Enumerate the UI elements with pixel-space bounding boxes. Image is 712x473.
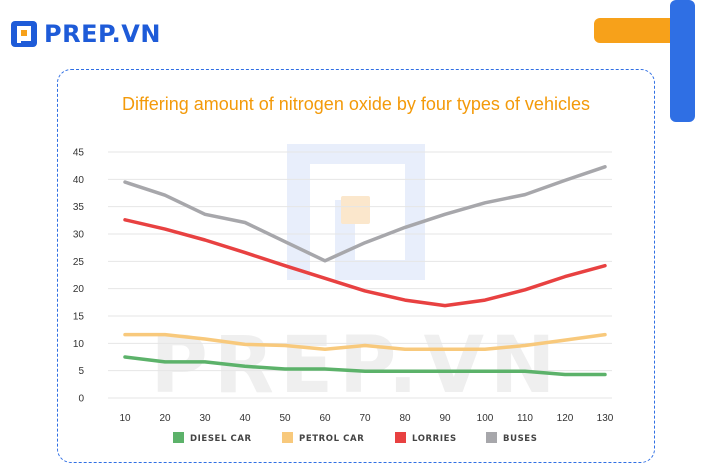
legend-swatch	[486, 432, 497, 443]
y-tick-label: 20	[73, 284, 85, 295]
chart-title: Differing amount of nitrogen oxide by fo…	[122, 94, 590, 114]
watermark: PREP.VN	[151, 144, 562, 411]
x-tick-label: 10	[119, 413, 131, 424]
x-tick-label: 100	[477, 413, 494, 424]
legend-swatch	[395, 432, 406, 443]
y-tick-label: 30	[73, 230, 85, 241]
x-tick-label: 70	[359, 413, 371, 424]
y-tick-label: 45	[73, 148, 85, 159]
legend-swatch	[173, 432, 184, 443]
series-line	[123, 165, 607, 263]
chart-card	[57, 69, 655, 463]
x-tick-label: 80	[399, 413, 411, 424]
y-tick-label: 10	[73, 339, 85, 350]
legend-label: BUSES	[503, 434, 537, 444]
y-tick-label: 35	[73, 202, 85, 213]
x-tick-label: 60	[319, 413, 331, 424]
x-tick-label: 90	[439, 413, 451, 424]
x-tick-label: 40	[239, 413, 251, 424]
watermark-logo-icon	[287, 144, 425, 280]
series-line	[123, 218, 607, 308]
brand-logo-area: PREP.VN	[10, 20, 161, 48]
x-tick-label: 130	[597, 413, 614, 424]
prep-logo-icon	[11, 21, 37, 47]
corner-decoration-icon	[594, 0, 695, 122]
x-tick-label: 120	[557, 413, 574, 424]
y-tick-label: 0	[78, 394, 84, 405]
x-tick-label: 50	[279, 413, 291, 424]
y-tick-label: 5	[78, 366, 84, 377]
series-line	[123, 355, 607, 377]
x-tick-label: 20	[159, 413, 171, 424]
legend-label: DIESEL CAR	[190, 434, 252, 444]
x-tick-label: 110	[517, 413, 533, 424]
legend-swatch	[282, 432, 293, 443]
y-tick-label: 15	[73, 312, 85, 323]
y-tick-label: 25	[73, 257, 85, 268]
legend-label: PETROL CAR	[299, 434, 364, 444]
legend-label: LORRIES	[412, 434, 457, 444]
x-tick-label: 30	[199, 413, 211, 424]
series-line	[123, 332, 607, 352]
brand-name: PREP.VN	[44, 20, 161, 48]
watermark-logo-dot	[341, 196, 370, 224]
y-tick-label: 40	[73, 175, 85, 186]
watermark-text: PREP.VN	[151, 321, 562, 411]
